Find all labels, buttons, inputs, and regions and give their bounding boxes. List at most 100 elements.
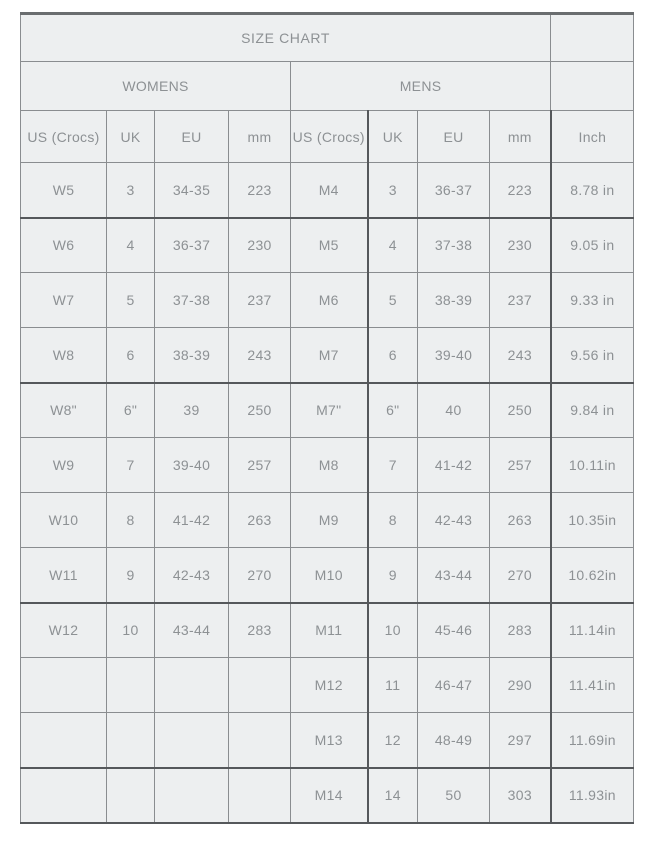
- cell-mens-uk: 12: [366, 712, 418, 768]
- cell-mens-mm: 290: [488, 657, 552, 713]
- table-row: M14 14 50 303 11.93in: [20, 766, 635, 823]
- cell-mens-mm: 237: [488, 272, 552, 328]
- cell-womens-eu: 34-35: [154, 162, 229, 218]
- cell-womens-uk: 10: [106, 601, 155, 658]
- cell-inch: 11.41in: [549, 657, 635, 713]
- table-row: M12 11 46-47 290 11.41in: [20, 657, 635, 713]
- cell-womens-uk: 8: [106, 492, 155, 548]
- cell-womens-eu: 39-40: [154, 437, 229, 493]
- cell-womens-us: W6: [20, 216, 107, 273]
- cell-womens-eu: 36-37: [154, 216, 229, 273]
- title-row: SIZE CHART: [19, 13, 635, 62]
- cell-womens-uk: 6": [106, 381, 155, 438]
- cell-mens-uk: 6": [366, 381, 418, 438]
- cell-mens-us: M11: [290, 601, 368, 658]
- cell-womens-eu: [154, 766, 229, 823]
- cell-womens-eu: [154, 657, 229, 713]
- cell-inch: 9.84 in: [549, 381, 635, 438]
- table-row: W12 10 43-44 283 M11 10 45-46 283 11.14i…: [20, 601, 635, 658]
- section-row: WOMENS MENS: [20, 61, 635, 111]
- cell-womens-eu: 43-44: [154, 601, 229, 658]
- cell-mens-eu: 45-46: [417, 601, 490, 658]
- table-row: W11 9 42-43 270 M10 9 43-44 270 10.62in: [20, 547, 635, 603]
- cell-womens-uk: 4: [106, 216, 155, 273]
- cell-mens-us: M13: [290, 712, 368, 768]
- cell-womens-uk: [106, 766, 155, 823]
- cell-womens-mm: 270: [228, 547, 291, 603]
- cell-mens-us: M5: [290, 216, 368, 273]
- cell-mens-eu: 41-42: [417, 437, 490, 493]
- cell-womens-uk: [106, 657, 155, 713]
- title-spacer-cell: [550, 13, 635, 62]
- column-header-row: US (Crocs) UK EU mm US (Crocs) UK EU mm …: [20, 110, 635, 163]
- col-header-mens-uk: UK: [366, 110, 418, 163]
- cell-mens-eu: 42-43: [417, 492, 490, 548]
- cell-mens-eu: 37-38: [417, 216, 490, 273]
- col-header-womens-eu: EU: [154, 110, 229, 163]
- cell-inch: 11.93in: [549, 766, 635, 823]
- table-row: W8" 6" 39 250 M7" 6" 40 250 9.84 in: [20, 381, 635, 438]
- cell-mens-uk: 11: [366, 657, 418, 713]
- cell-mens-eu: 46-47: [417, 657, 490, 713]
- cell-mens-uk: 14: [366, 766, 418, 823]
- cell-mens-mm: 243: [488, 327, 552, 383]
- cell-womens-us: W8": [20, 381, 107, 438]
- cell-inch: 9.33 in: [549, 272, 635, 328]
- cell-mens-uk: 4: [366, 216, 418, 273]
- cell-mens-us: M14: [290, 766, 368, 823]
- cell-womens-uk: 7: [106, 437, 155, 493]
- cell-mens-uk: 9: [366, 547, 418, 603]
- cell-womens-us: W7: [20, 272, 107, 328]
- cell-mens-mm: 230: [488, 216, 552, 273]
- cell-womens-us: [20, 712, 107, 768]
- cell-mens-us: M10: [290, 547, 368, 603]
- cell-womens-eu: 37-38: [154, 272, 229, 328]
- cell-mens-mm: 257: [488, 437, 552, 493]
- cell-mens-eu: 36-37: [417, 162, 490, 218]
- cell-mens-us: M7": [290, 381, 368, 438]
- cell-womens-us: [20, 657, 107, 713]
- cell-mens-eu: 50: [417, 766, 490, 823]
- cell-womens-eu: 39: [154, 381, 229, 438]
- cell-inch: 9.56 in: [549, 327, 635, 383]
- cell-mens-uk: 8: [366, 492, 418, 548]
- cell-womens-eu: 38-39: [154, 327, 229, 383]
- cell-mens-mm: 297: [488, 712, 552, 768]
- cell-mens-mm: 303: [488, 766, 552, 823]
- col-header-mens-us: US (Crocs): [290, 110, 368, 163]
- cell-womens-us: W11: [20, 547, 107, 603]
- cell-womens-eu: 41-42: [154, 492, 229, 548]
- col-header-inch: Inch: [549, 110, 635, 163]
- cell-mens-us: M9: [290, 492, 368, 548]
- cell-mens-eu: 40: [417, 381, 490, 438]
- cell-mens-mm: 250: [488, 381, 552, 438]
- table-row: W10 8 41-42 263 M9 8 42-43 263 10.35in: [20, 492, 635, 548]
- cell-womens-mm: 230: [228, 216, 291, 273]
- cell-mens-uk: 3: [366, 162, 418, 218]
- cell-inch: 11.14in: [549, 601, 635, 658]
- cell-mens-eu: 39-40: [417, 327, 490, 383]
- cell-mens-uk: 7: [366, 437, 418, 493]
- table-row: W6 4 36-37 230 M5 4 37-38 230 9.05 in: [20, 216, 635, 273]
- cell-womens-uk: 9: [106, 547, 155, 603]
- page-title: SIZE CHART: [19, 13, 552, 62]
- cell-mens-us: M8: [290, 437, 368, 493]
- col-header-womens-mm: mm: [228, 110, 291, 163]
- cell-inch: 10.11in: [549, 437, 635, 493]
- cell-womens-uk: 6: [106, 327, 155, 383]
- mens-section-header: MENS: [289, 61, 552, 111]
- cell-mens-mm: 270: [488, 547, 552, 603]
- cell-womens-mm: 250: [228, 381, 291, 438]
- cell-womens-us: W5: [20, 162, 107, 218]
- cell-mens-us: M7: [290, 327, 368, 383]
- cell-mens-uk: 5: [366, 272, 418, 328]
- cell-womens-us: [20, 766, 107, 823]
- cell-womens-us: W10: [20, 492, 107, 548]
- col-header-womens-uk: UK: [106, 110, 155, 163]
- cell-womens-us: W9: [20, 437, 107, 493]
- cell-womens-mm: 257: [228, 437, 291, 493]
- table-row: W5 3 34-35 223 M4 3 36-37 223 8.78 in: [20, 162, 635, 218]
- table-row: W8 6 38-39 243 M7 6 39-40 243 9.56 in: [20, 327, 635, 383]
- cell-mens-uk: 10: [366, 601, 418, 658]
- cell-mens-us: M12: [290, 657, 368, 713]
